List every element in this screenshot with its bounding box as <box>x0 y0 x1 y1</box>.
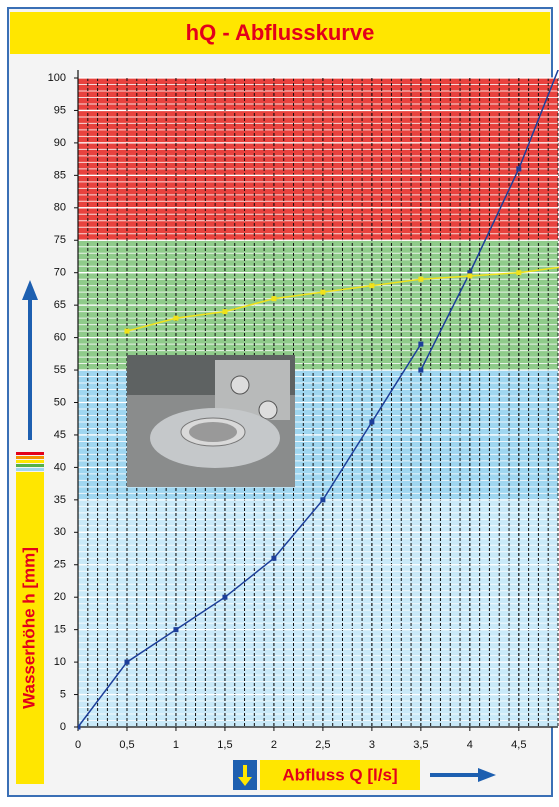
x-tick-label: 2 <box>271 739 277 751</box>
photo <box>127 355 295 487</box>
y-tick-label: 60 <box>54 332 66 344</box>
y-tick-label: 80 <box>54 202 66 214</box>
y-tick-label: 75 <box>54 234 66 246</box>
y-tick-label: 50 <box>54 396 66 408</box>
y-tick-label: 85 <box>54 169 66 181</box>
y-tick-label: 40 <box>54 461 66 473</box>
y-tick-label: 65 <box>54 299 66 311</box>
y-tick-label: 10 <box>54 656 66 668</box>
chart-title: hQ - Abflusskurve <box>186 20 375 45</box>
x-tick-label: 1 <box>173 739 179 751</box>
marker <box>222 595 227 600</box>
marker <box>369 419 374 424</box>
marker <box>173 627 178 632</box>
y-tick-label: 5 <box>60 688 66 700</box>
y-tick-label: 25 <box>54 559 66 571</box>
marker <box>173 316 178 321</box>
y-tick-label: 20 <box>54 591 66 603</box>
marker <box>467 273 472 278</box>
x-tick-label: 1,5 <box>217 739 232 751</box>
marker <box>271 556 276 561</box>
marker <box>124 329 129 334</box>
x-tick-label: 4 <box>467 739 473 751</box>
x-axis-label: Abfluss Q [l/s] <box>282 765 397 784</box>
y-tick-label: 45 <box>54 429 66 441</box>
y-tick-label: 100 <box>48 72 66 84</box>
x-tick-label: 2,5 <box>315 739 330 751</box>
marker <box>369 283 374 288</box>
marker <box>418 368 423 373</box>
zone <box>78 78 558 240</box>
y-tick-label: 70 <box>54 267 66 279</box>
marker <box>222 309 227 314</box>
plot-area: 0510152025303540455055606570758085909510… <box>48 43 559 751</box>
zone <box>78 500 558 727</box>
marker <box>516 166 521 171</box>
y-axis-label: Wasserhöhe h [mm] <box>19 547 38 709</box>
y-tick-label: 35 <box>54 494 66 506</box>
marker <box>124 660 129 665</box>
y-tick-label: 90 <box>54 137 66 149</box>
marker <box>271 296 276 301</box>
marker <box>418 342 423 347</box>
x-tick-label: 0,5 <box>119 739 134 751</box>
x-tick-label: 0 <box>75 739 81 751</box>
y-tick-label: 95 <box>54 104 66 116</box>
marker <box>320 290 325 295</box>
y-tick-label: 55 <box>54 364 66 376</box>
marker <box>320 497 325 502</box>
y-tick-label: 30 <box>54 526 66 538</box>
x-tick-label: 3 <box>369 739 375 751</box>
x-tick-label: 3,5 <box>413 739 428 751</box>
x-tick-label: 4,5 <box>511 739 526 751</box>
y-tick-label: 15 <box>54 624 66 636</box>
y-tick-label: 0 <box>60 721 66 733</box>
marker <box>516 270 521 275</box>
marker <box>418 277 423 282</box>
